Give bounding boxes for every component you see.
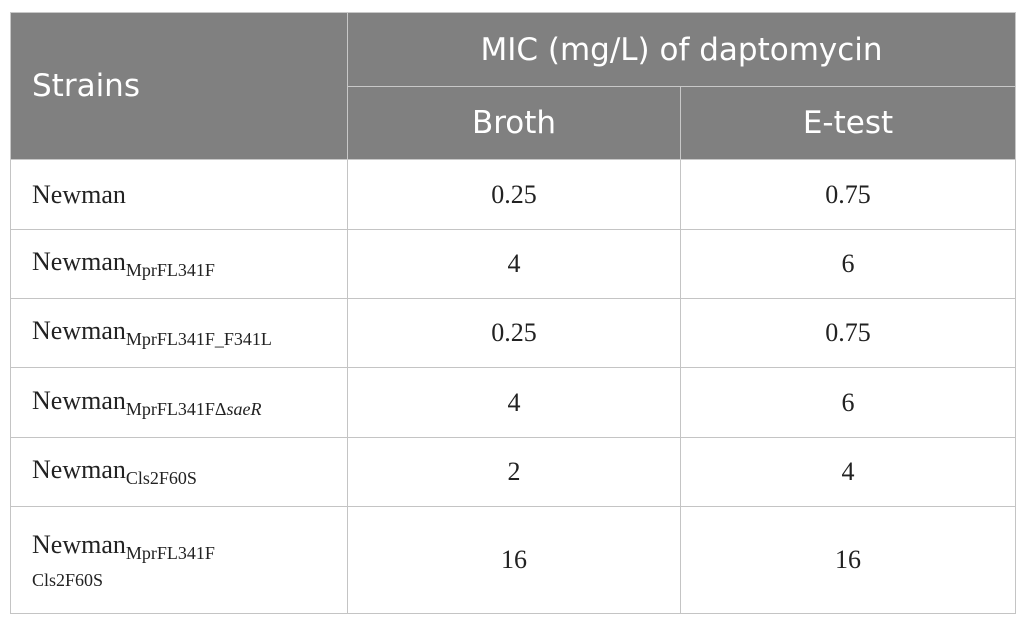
strain-name: Newman bbox=[32, 529, 126, 559]
header-broth: Broth bbox=[347, 86, 681, 160]
table-row: NewmanMprFL341F_F341L 0.25 0.75 bbox=[10, 298, 1017, 368]
strain-cell: NewmanMprFL341F Cls2F60S bbox=[10, 506, 348, 614]
table-body: Newman 0.25 0.75 NewmanMprFL341F 4 6 NewmanMpr… bbox=[10, 159, 1017, 614]
strain-name: Newman bbox=[32, 455, 126, 484]
etest-cell: 16 bbox=[679, 506, 1017, 614]
header-strains: Strains bbox=[10, 12, 348, 160]
strain-subscript: MprFL341FΔsaeR bbox=[126, 399, 262, 419]
table-row: Newman 0.25 0.75 bbox=[10, 159, 1017, 230]
etest-cell: 4 bbox=[679, 437, 1017, 507]
strain-subscript: Cls2F60S bbox=[126, 468, 197, 488]
broth-cell: 2 bbox=[347, 437, 681, 507]
table-row: NewmanMprFL341FΔsaeR 4 6 bbox=[10, 367, 1017, 438]
table-row: NewmanMprFL341F 4 6 bbox=[10, 229, 1017, 299]
broth-cell: 0.25 bbox=[347, 159, 681, 230]
broth-cell: 4 bbox=[347, 229, 681, 299]
strain-name: Newman bbox=[32, 316, 126, 345]
strain-subscript: MprFL341F_F341L bbox=[126, 329, 272, 349]
etest-cell: 0.75 bbox=[679, 298, 1017, 368]
broth-cell: 4 bbox=[347, 367, 681, 438]
strain-name: Newman bbox=[32, 247, 126, 276]
etest-cell: 0.75 bbox=[679, 159, 1017, 230]
table-row: NewmanCls2F60S 2 4 bbox=[10, 437, 1017, 507]
etest-cell: 6 bbox=[679, 229, 1017, 299]
strain-subscript: MprFL341F bbox=[126, 543, 215, 563]
subscript-text: MprFL341F bbox=[125, 260, 215, 280]
header-mic: MIC (mg/L) of daptomycin bbox=[346, 12, 1017, 87]
subscript-text: MprFL341F bbox=[125, 542, 215, 563]
subscript-line2: Cls2F60S bbox=[32, 569, 104, 590]
subscript-text: MprFL341F_F341L bbox=[125, 329, 272, 349]
subscript-text: Cls2F60S bbox=[125, 468, 197, 488]
broth-cell: 0.25 bbox=[347, 298, 681, 368]
strain-cell: Newman bbox=[10, 159, 348, 230]
strain-cell: NewmanMprFL341F_F341L bbox=[10, 298, 348, 368]
subscript-text: MprFL341FΔ bbox=[125, 398, 227, 419]
mic-table: Strains MIC (mg/L) of daptomycin Broth E… bbox=[10, 12, 1017, 614]
subscript-italic: saeR bbox=[226, 398, 262, 419]
strain-cell: NewmanMprFL341F bbox=[10, 229, 348, 299]
table-row: NewmanMprFL341F Cls2F60S 16 16 bbox=[10, 506, 1017, 614]
strain-cell: NewmanMprFL341FΔsaeR bbox=[10, 367, 348, 438]
strain-cell: NewmanCls2F60S bbox=[10, 437, 348, 507]
header-etest: E-test bbox=[679, 86, 1017, 160]
strain-subscript: MprFL341F bbox=[126, 260, 215, 280]
etest-cell: 6 bbox=[679, 367, 1017, 438]
strain-name: Newman bbox=[32, 385, 126, 415]
strain-name: Newman bbox=[32, 179, 126, 209]
broth-cell: 16 bbox=[347, 506, 681, 614]
